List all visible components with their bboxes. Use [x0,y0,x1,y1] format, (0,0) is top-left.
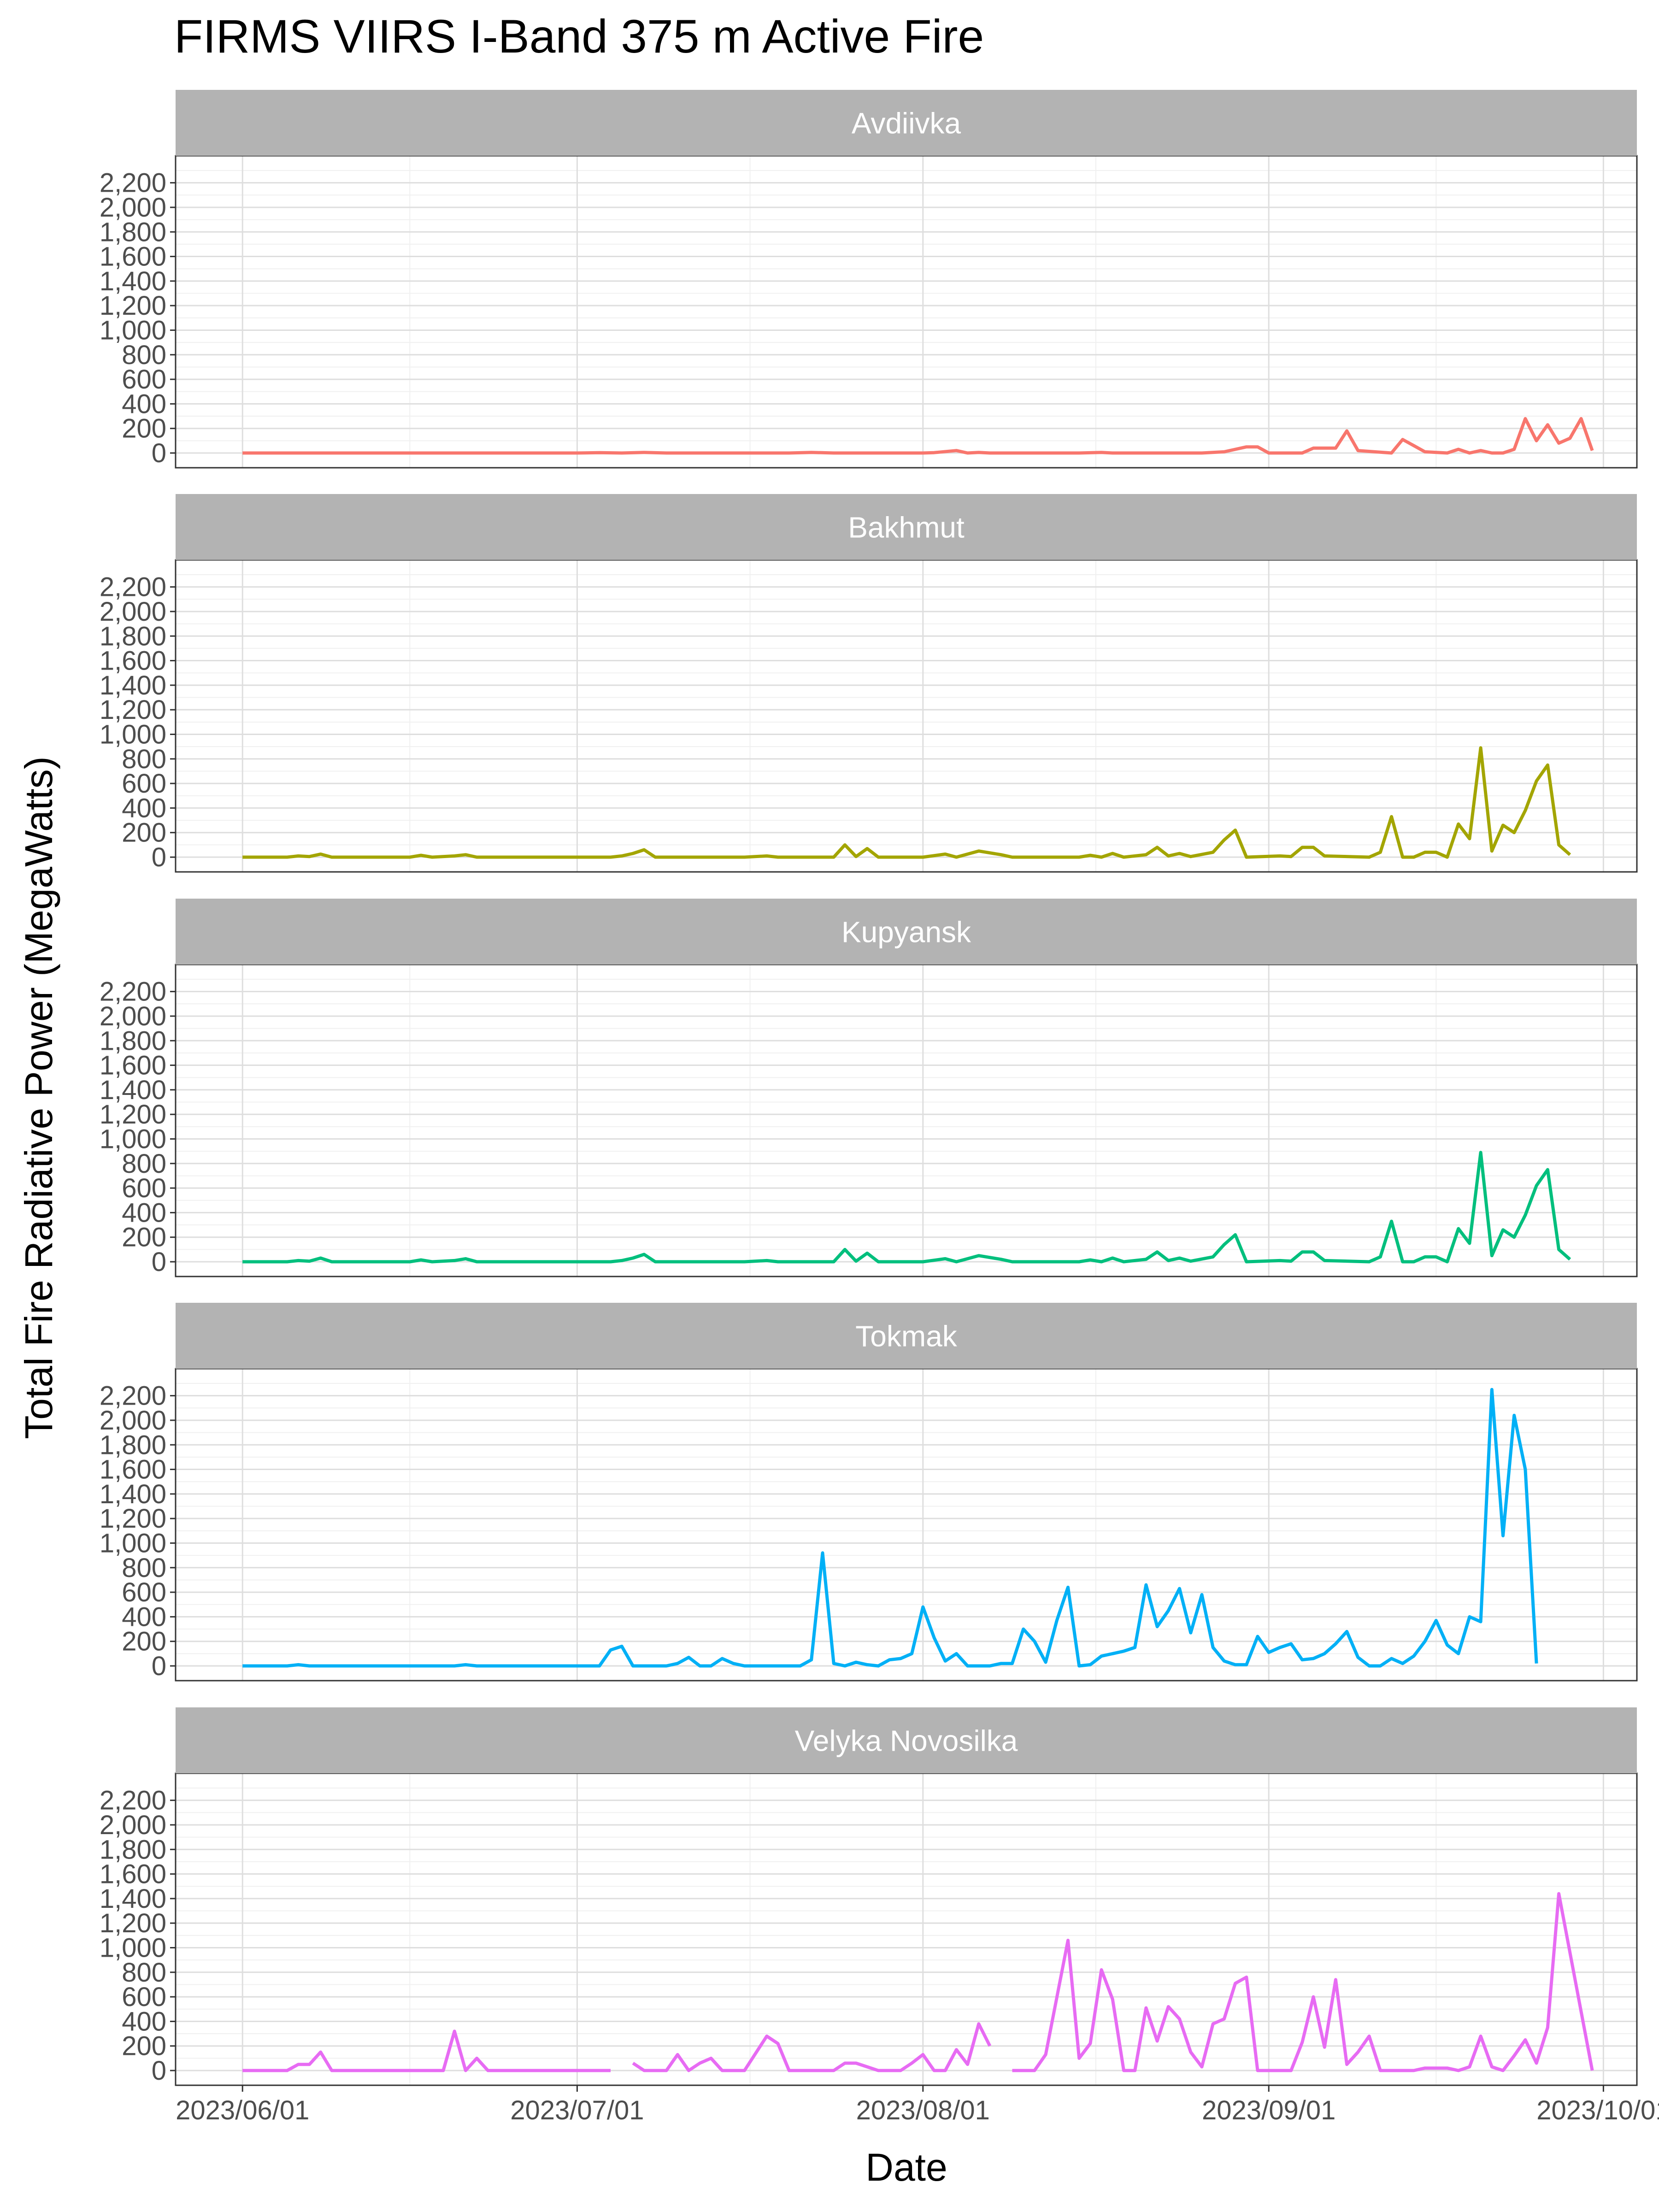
x-tick-label: 2023/09/01 [1202,2095,1335,2125]
facet-strip [176,494,1637,560]
y-tick-label: 200 [122,1223,166,1253]
y-tick-label: 2,200 [100,572,166,602]
y-tick-label: 2,200 [100,1381,166,1411]
y-tick-label: 400 [122,2006,166,2036]
y-tick-label: 2,000 [100,193,166,223]
y-tick-label: 1,800 [100,1430,166,1460]
facet-panel-avdiivka: 02004006008001,0001,2001,4001,6001,8002,… [100,90,1638,469]
y-tick-label: 800 [122,744,166,774]
y-tick-label: 400 [122,1602,166,1632]
y-tick-label: 1,800 [100,217,166,247]
y-tick-label: 1,800 [100,1026,166,1056]
plot-background [176,156,1637,468]
y-tick-label: 0 [152,1247,166,1277]
y-tick-label: 1,400 [100,1479,166,1509]
facet-panel-tokmak: 02004006008001,0001,2001,4001,6001,8002,… [100,1303,1638,1682]
plot-background [176,560,1637,872]
x-tick-label: 2023/07/01 [510,2095,644,2125]
facet-panel-bakhmut: 02004006008001,0001,2001,4001,6001,8002,… [100,494,1638,873]
y-tick-label: 600 [122,1577,166,1607]
series-line-velyka-novosilka [1012,1892,1594,2072]
y-tick-label: 800 [122,1553,166,1583]
y-tick-label: 400 [122,793,166,823]
facet-panel-kupyansk: 02004006008001,0001,2001,4001,6001,8002,… [100,899,1638,1277]
y-tick-label: 0 [152,1651,166,1681]
y-tick-label: 200 [122,2031,166,2061]
y-tick-label: 800 [122,340,166,370]
facet-panels: 02004006008001,0001,2001,4001,6001,8002,… [100,90,1638,2086]
facet-strip-label: Velyka Novosilka [795,1724,1018,1758]
y-tick-label: 1,600 [100,1455,166,1485]
y-tick-label: 1,600 [100,1859,166,1889]
facet-strip [176,1303,1637,1369]
y-tick-label: 600 [122,1982,166,2012]
facet-strip [176,899,1637,965]
y-tick-label: 1,000 [100,1528,166,1558]
x-tick-label: 2023/10/01 [1536,2095,1659,2125]
facet-strip [176,1707,1637,1773]
y-tick-label: 1,600 [100,242,166,272]
y-tick-label: 2,000 [100,1001,166,1031]
y-tick-label: 1,600 [100,646,166,676]
y-tick-label: 1,000 [100,1124,166,1154]
y-tick-label: 2,000 [100,1810,166,1840]
y-tick-label: 1,200 [100,1504,166,1534]
y-tick-label: 1,200 [100,291,166,321]
y-tick-label: 200 [122,414,166,444]
x-axis-label: Date [865,2146,947,2189]
series-line-velyka-novosilka [242,2030,611,2072]
y-tick-label: 1,400 [100,266,166,296]
x-axis: 2023/06/01 2023/07/01 2023/08/01 2023/09/01… [176,2085,1659,2125]
plot-background [176,1369,1637,1681]
y-tick-label: 2,200 [100,1786,166,1816]
facet-strip-label: Kupyansk [841,916,971,949]
y-tick-label: 600 [122,769,166,799]
y-axis-label: Total Fire Radiative Power (MegaWatts) [17,756,60,1439]
y-tick-label: 600 [122,365,166,394]
y-tick-label: 2,000 [100,1406,166,1435]
series-line-bakhmut [242,746,1571,859]
series-line-velyka-novosilka [632,2022,992,2072]
y-tick-label: 1,200 [100,1100,166,1130]
y-tick-label: 800 [122,1149,166,1179]
y-tick-label: 2,000 [100,597,166,627]
plot-background [176,965,1637,1277]
y-tick-label: 1,200 [100,695,166,725]
chart-title: FIRMS VIIRS I-Band 375 m Active Fire [174,10,984,63]
y-tick-label: 1,800 [100,1835,166,1865]
y-tick-label: 600 [122,1173,166,1203]
y-tick-label: 1,000 [100,315,166,345]
y-tick-label: 0 [152,842,166,872]
series-line-kupyansk [242,1151,1571,1264]
y-tick-label: 1,200 [100,1908,166,1938]
x-tick-label: 2023/06/01 [176,2095,309,2125]
plot-background [176,1773,1637,2085]
y-tick-label: 800 [122,1958,166,1988]
y-tick-label: 1,400 [100,671,166,700]
y-tick-label: 1,800 [100,621,166,651]
y-tick-label: 400 [122,1198,166,1228]
series-line-tokmak [242,1388,1538,1668]
facet-panel-velyka-novosilka: 02004006008001,0001,2001,4001,6001,8002,… [100,1707,1638,2086]
y-tick-label: 1,400 [100,1884,166,1914]
y-tick-label: 400 [122,389,166,419]
facet-strip [176,90,1637,156]
y-tick-label: 2,200 [100,168,166,198]
facet-strip-label: Avdiivka [852,107,961,140]
y-tick-label: 1,000 [100,1933,166,1963]
y-tick-label: 200 [122,818,166,848]
y-tick-label: 0 [152,2056,166,2086]
facet-strip-label: Bakhmut [848,511,965,544]
y-tick-label: 1,000 [100,719,166,749]
x-tick-label: 2023/08/01 [856,2095,990,2125]
series-line-avdiivka [242,417,1594,455]
y-tick-label: 200 [122,1627,166,1657]
y-tick-label: 0 [152,438,166,468]
facet-strip-label: Tokmak [855,1320,958,1353]
y-tick-label: 2,200 [100,977,166,1007]
y-tick-label: 1,600 [100,1051,166,1081]
y-tick-label: 1,400 [100,1075,166,1105]
